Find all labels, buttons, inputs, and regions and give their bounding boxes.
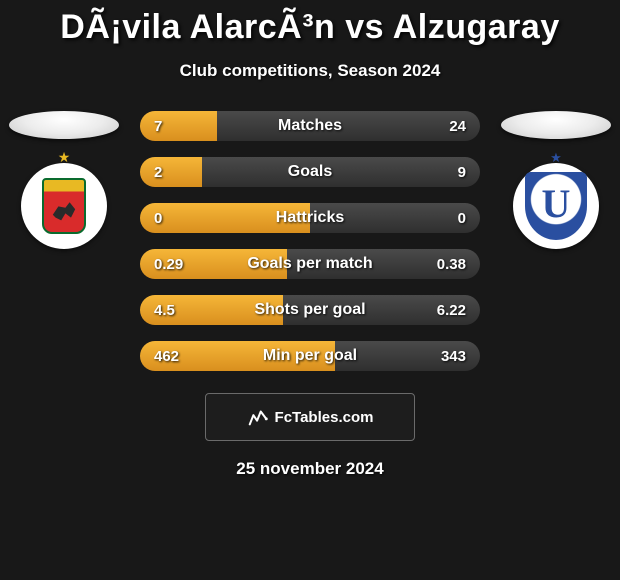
right-player-disc bbox=[501, 111, 611, 139]
date-text: 25 november 2024 bbox=[236, 459, 383, 479]
stat-row: 462 Min per goal 343 bbox=[140, 341, 480, 371]
infographic-container: DÃ¡vila AlarcÃ³n vs Alzugaray Club compe… bbox=[0, 0, 620, 580]
stat-value-left: 462 bbox=[154, 348, 179, 365]
page-title: DÃ¡vila AlarcÃ³n vs Alzugaray bbox=[60, 8, 559, 47]
stat-overlay: 462 Min per goal 343 bbox=[140, 341, 480, 371]
stat-value-left: 0.29 bbox=[154, 256, 183, 273]
star-icon: ★ bbox=[58, 149, 71, 166]
stat-value-right: 0 bbox=[458, 210, 466, 227]
stat-value-right: 0.38 bbox=[437, 256, 466, 273]
stat-label: Goals per match bbox=[247, 255, 372, 273]
stats-column: 7 Matches 24 2 Goals 9 0 Hattricks 0 0.29 Goals pe… bbox=[140, 111, 480, 371]
stat-label: Hattricks bbox=[276, 209, 344, 227]
stat-value-left: 4.5 bbox=[154, 302, 175, 319]
stat-value-right: 343 bbox=[441, 348, 466, 365]
stat-row: 0 Hattricks 0 bbox=[140, 203, 480, 233]
stat-value-right: 6.22 bbox=[437, 302, 466, 319]
right-player-column: ★ U bbox=[496, 111, 616, 249]
stat-label: Min per goal bbox=[263, 347, 357, 365]
stat-overlay: 4.5 Shots per goal 6.22 bbox=[140, 295, 480, 325]
stat-label: Matches bbox=[278, 117, 342, 135]
star-icon: ★ bbox=[550, 150, 562, 166]
stat-value-left: 7 bbox=[154, 118, 162, 135]
stat-value-right: 24 bbox=[449, 118, 466, 135]
right-club-badge: ★ U bbox=[513, 163, 599, 249]
stat-row: 7 Matches 24 bbox=[140, 111, 480, 141]
stat-value-left: 0 bbox=[154, 210, 162, 227]
stat-overlay: 0 Hattricks 0 bbox=[140, 203, 480, 233]
comparison-row: ★ 7 Matches 24 2 Goals 9 0 Hattricks 0 0.29 Goals … bbox=[0, 111, 620, 371]
stat-row: 2 Goals 9 bbox=[140, 157, 480, 187]
stat-row: 4.5 Shots per goal 6.22 bbox=[140, 295, 480, 325]
club-letter-u: U bbox=[542, 184, 571, 224]
left-club-shield bbox=[42, 178, 86, 234]
stat-label: Shots per goal bbox=[254, 301, 365, 319]
right-club-shield: U bbox=[525, 172, 587, 240]
page-subtitle: Club competitions, Season 2024 bbox=[180, 61, 441, 81]
left-club-badge: ★ bbox=[21, 163, 107, 249]
attribution-label: FcTables.com bbox=[275, 409, 374, 426]
fctables-logo-icon bbox=[247, 406, 269, 428]
attribution-box: FcTables.com bbox=[205, 393, 415, 441]
left-player-disc bbox=[9, 111, 119, 139]
stat-label: Goals bbox=[288, 163, 332, 181]
stat-value-right: 9 bbox=[458, 164, 466, 181]
stat-overlay: 2 Goals 9 bbox=[140, 157, 480, 187]
left-player-column: ★ bbox=[4, 111, 124, 249]
stat-row: 0.29 Goals per match 0.38 bbox=[140, 249, 480, 279]
stat-value-left: 2 bbox=[154, 164, 162, 181]
stat-overlay: 7 Matches 24 bbox=[140, 111, 480, 141]
stat-overlay: 0.29 Goals per match 0.38 bbox=[140, 249, 480, 279]
